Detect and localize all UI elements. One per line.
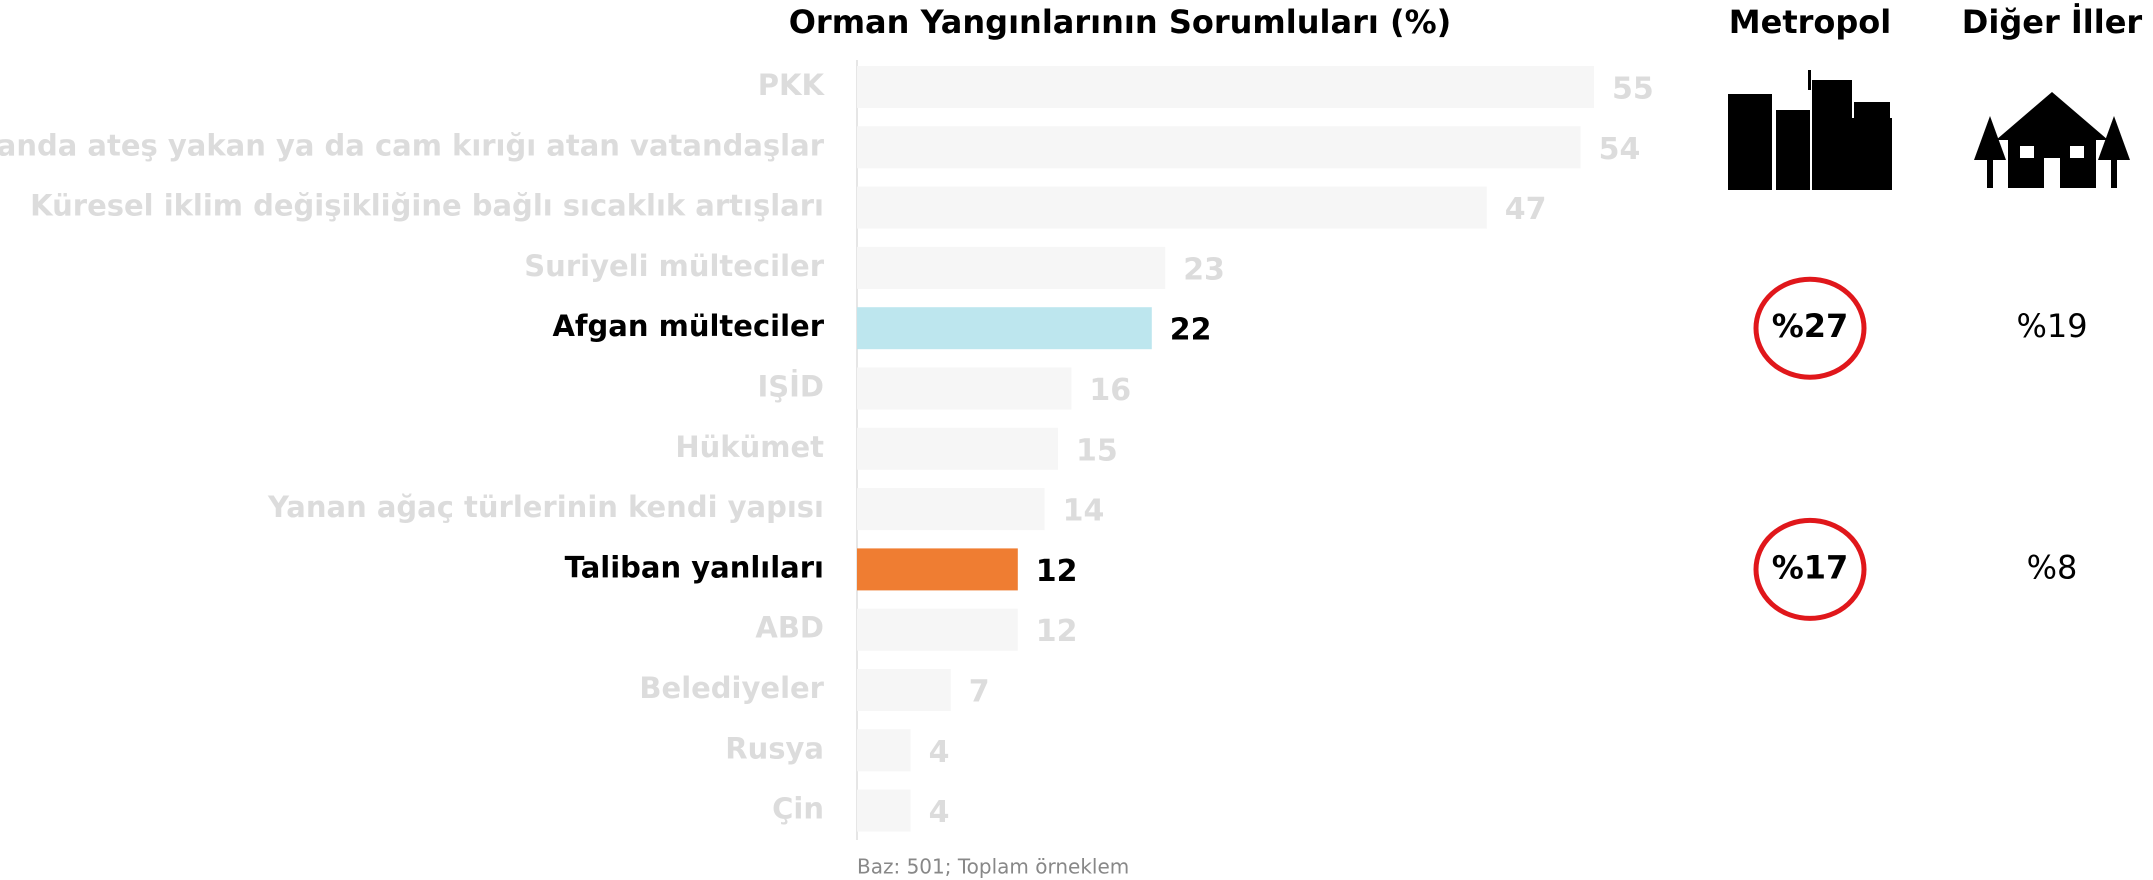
bar	[857, 126, 1581, 169]
column-header: Diğer İller	[1962, 3, 2143, 41]
bar	[857, 186, 1487, 229]
bar	[857, 66, 1594, 108]
value-label: 16	[1089, 373, 1131, 408]
bar	[857, 246, 1166, 289]
bar	[857, 669, 951, 711]
value-label: 4	[929, 795, 950, 830]
bar	[857, 789, 911, 832]
category-label: Hükümet	[675, 430, 824, 464]
column-header: Metropol	[1729, 3, 1891, 41]
bar	[857, 548, 1018, 591]
house-icon	[1974, 92, 2130, 188]
category-label: Çin	[772, 792, 824, 826]
bar	[857, 488, 1045, 531]
category-label: IŞİD	[757, 370, 824, 404]
value-label: 55	[1612, 72, 1654, 107]
chart-title: Orman Yangınlarının Sorumluları (%)	[789, 3, 1452, 41]
bar	[857, 427, 1058, 470]
highlight-circle	[1753, 276, 1867, 380]
category-label: Suriyeli mülteciler	[524, 249, 824, 283]
value-label: 22	[1170, 313, 1212, 348]
value-label: 54	[1599, 132, 1641, 167]
value-label: 4	[929, 735, 950, 770]
category-label: Taliban yanlıları	[565, 550, 824, 584]
category-label: Belediyeler	[639, 671, 824, 705]
category-label: Küresel iklim değişikliğine bağlı sıcakl…	[30, 189, 824, 223]
value-label: 15	[1076, 433, 1118, 468]
comparison-value: %27	[1772, 307, 1849, 345]
category-label: Afgan mülteciler	[552, 309, 824, 343]
city-icon	[1728, 70, 1892, 190]
value-label: 12	[1036, 554, 1078, 589]
value-label: 7	[969, 675, 990, 710]
value-label: 23	[1183, 252, 1225, 287]
bar	[857, 307, 1152, 350]
note: Baz: 501; Toplam örneklem	[857, 855, 1129, 879]
bar	[857, 608, 1018, 651]
value-label: 14	[1063, 494, 1105, 529]
value-label: 47	[1505, 192, 1547, 227]
comparison-value: %17	[1772, 548, 1849, 586]
bar	[857, 367, 1072, 410]
category-label: Ormanda ateş yakan ya da cam kırığı atan…	[0, 128, 825, 162]
category-label: Yanan ağaç türlerinin kendi yapısı	[267, 490, 824, 524]
bar	[857, 729, 911, 772]
comparison-value: %8	[2027, 548, 2078, 586]
category-label: PKK	[758, 68, 826, 102]
category-label: ABD	[755, 611, 824, 645]
category-label: Rusya	[725, 731, 824, 765]
comparison-value: %19	[2016, 307, 2087, 345]
value-label: 12	[1036, 614, 1078, 649]
highlight-circle	[1753, 517, 1867, 621]
